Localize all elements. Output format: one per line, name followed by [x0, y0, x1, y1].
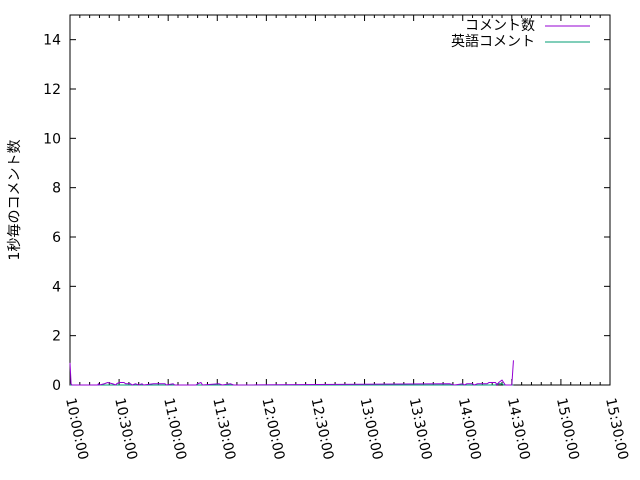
y-tick-label: 14: [43, 33, 61, 49]
x-tick-label: 13:30:00: [406, 397, 435, 462]
x-tick-label: 14:30:00: [504, 397, 533, 462]
y-tick-label: 6: [52, 230, 61, 246]
y-tick-label: 10: [43, 131, 61, 147]
y-tick-label: 4: [52, 279, 61, 295]
x-tick-label: 10:00:00: [62, 397, 91, 462]
x-tick-label: 12:00:00: [258, 397, 287, 462]
y-tick-label: 0: [52, 378, 61, 394]
plot-border: [69, 14, 611, 386]
legend-label-1: 英語コメント: [451, 33, 535, 50]
x-tick-label: 13:00:00: [357, 397, 386, 462]
x-tick-label: 14:00:00: [455, 397, 484, 462]
x-tick-label: 15:00:00: [553, 397, 582, 462]
x-tick-label: 11:30:00: [209, 397, 238, 462]
y-tick-label: 12: [43, 82, 61, 98]
series-line-0: [69, 360, 514, 386]
legend: コメント数 英語コメント: [451, 18, 590, 50]
axes: 0 2 4 6 8 10 12 14 10:00:00 10:30:00 11:00:00 11:30…: [43, 14, 631, 462]
y-tick-label: 8: [52, 181, 61, 197]
y-tick-label: 2: [52, 329, 61, 345]
y-axis-label: 1秒毎のコメント数: [7, 140, 23, 261]
x-tick-label: 12:30:00: [308, 397, 337, 462]
series-group: [69, 360, 514, 386]
x-tick-label: 10:30:00: [111, 397, 140, 462]
legend-label-0: コメント数: [465, 18, 535, 34]
x-tick-label: 11:00:00: [160, 397, 189, 462]
x-tick-label: 15:30:00: [602, 397, 631, 462]
